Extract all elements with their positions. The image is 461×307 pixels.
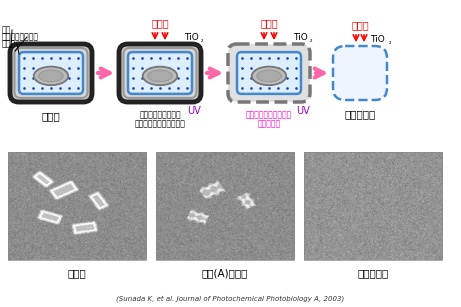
FancyBboxPatch shape: [19, 52, 83, 94]
Text: まずは、外膜の分解: まずは、外膜の分解: [139, 110, 181, 119]
Bar: [304, 152, 442, 260]
Text: まだ死滅に至っていない: まだ死滅に至っていない: [135, 119, 185, 128]
Text: 細胞膜: 細胞膜: [2, 40, 16, 49]
FancyBboxPatch shape: [124, 48, 196, 98]
Ellipse shape: [252, 67, 286, 85]
Text: 内膜（細胞膜）の分解: 内膜（細胞膜）の分解: [246, 110, 292, 119]
Text: ₂: ₂: [310, 38, 313, 43]
Text: TiO: TiO: [184, 33, 199, 42]
Ellipse shape: [148, 70, 172, 82]
Text: TiO: TiO: [370, 35, 385, 44]
FancyBboxPatch shape: [228, 44, 310, 102]
Ellipse shape: [34, 67, 68, 85]
Text: 活性種: 活性種: [351, 20, 369, 30]
Text: 大腸菌: 大腸菌: [68, 268, 86, 278]
Text: TiO: TiO: [293, 33, 308, 42]
Text: 外膜(A)の分解: 外膜(A)の分解: [202, 268, 248, 278]
Ellipse shape: [257, 70, 281, 82]
Ellipse shape: [39, 70, 63, 82]
Text: ₂: ₂: [201, 38, 203, 43]
FancyBboxPatch shape: [333, 46, 387, 100]
Text: UV: UV: [187, 106, 201, 116]
FancyBboxPatch shape: [14, 48, 88, 98]
FancyBboxPatch shape: [128, 52, 192, 94]
Text: 外膜: 外膜: [2, 25, 11, 34]
Text: 活性種: 活性種: [151, 18, 169, 28]
Text: (Sunada K, et al. Journal of Photochemical Photobiology A, 2003): (Sunada K, et al. Journal of Photochemic…: [116, 295, 344, 302]
Text: により死滅: により死滅: [257, 119, 281, 128]
Bar: [8, 152, 146, 260]
Text: 死骸の分解: 死骸の分解: [344, 109, 376, 119]
Text: 死骸の分解: 死骸の分解: [357, 268, 389, 278]
FancyBboxPatch shape: [119, 44, 201, 102]
Text: ペプチドグリカン: ペプチドグリカン: [2, 33, 39, 41]
Bar: [156, 152, 294, 260]
FancyBboxPatch shape: [237, 52, 301, 94]
Ellipse shape: [143, 67, 177, 85]
Text: 活性種: 活性種: [260, 18, 278, 28]
FancyBboxPatch shape: [10, 44, 92, 102]
Text: 大腸菌: 大腸菌: [41, 111, 60, 121]
Text: ₂: ₂: [389, 40, 391, 45]
Text: UV: UV: [296, 106, 310, 116]
